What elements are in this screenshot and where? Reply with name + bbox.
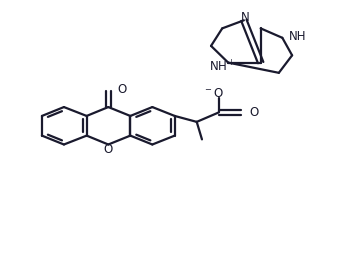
Text: O: O	[104, 143, 113, 156]
Text: O: O	[117, 83, 126, 96]
Text: NH: NH	[289, 31, 306, 43]
Text: O: O	[249, 106, 258, 119]
Text: N: N	[241, 11, 250, 24]
Text: $^-$O: $^-$O	[203, 87, 224, 100]
Text: NH$^+$: NH$^+$	[209, 59, 236, 75]
